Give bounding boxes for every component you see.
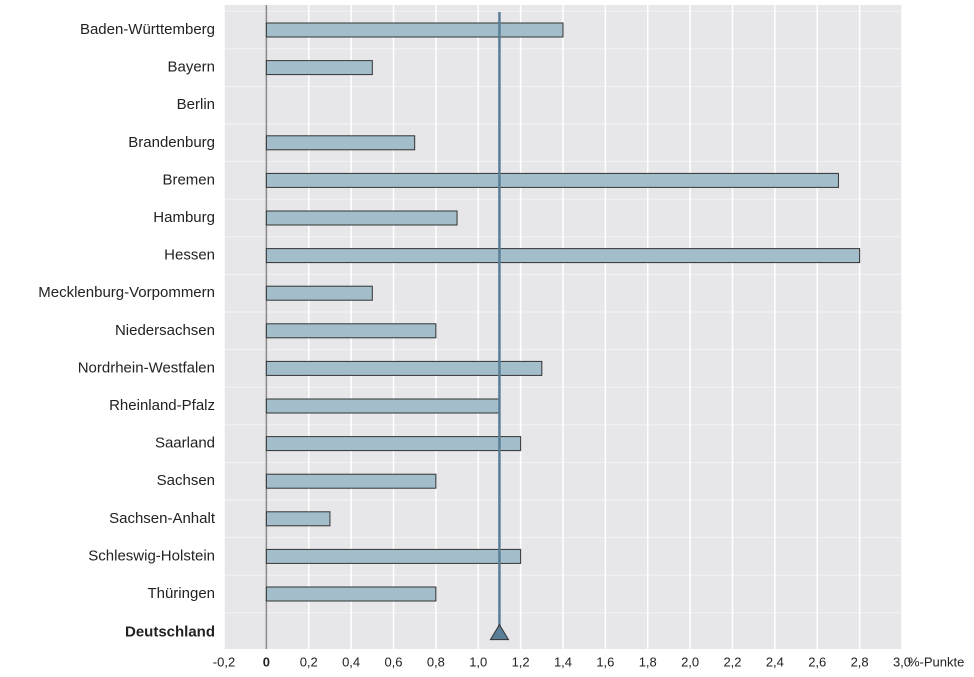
x-tick-label: 1,4 xyxy=(554,654,572,669)
bar xyxy=(265,210,458,226)
x-tick-label: 0,2 xyxy=(300,654,318,669)
y-tick-label: Nordrhein-Westfalen xyxy=(78,359,215,376)
x-tick-label: 2,6 xyxy=(808,654,826,669)
y-tick-label: Hessen xyxy=(164,247,215,264)
x-tick-label: 1,2 xyxy=(512,654,530,669)
x-tick-label: 1,8 xyxy=(639,654,657,669)
y-tick-label: Saarland xyxy=(155,435,215,452)
y-tick-label: Thüringen xyxy=(147,585,215,602)
y-tick-label: Bayern xyxy=(167,59,215,76)
bar xyxy=(265,248,861,264)
x-axis-label: %-Punkte xyxy=(908,654,964,669)
reference-label: Deutschland xyxy=(125,624,215,641)
reference-marker xyxy=(489,623,510,641)
x-tick-label: 0,6 xyxy=(384,654,402,669)
y-tick-label: Bremen xyxy=(162,171,215,188)
x-tick-label: 0 xyxy=(263,654,270,669)
x-tick-label: 0,8 xyxy=(427,654,445,669)
y-tick-label: Schleswig-Holstein xyxy=(88,547,215,564)
y-tick-label: Sachsen-Anhalt xyxy=(109,510,216,527)
bar xyxy=(265,398,500,414)
y-tick-label: Baden-Württemberg xyxy=(80,21,215,38)
x-tick-label: 2,0 xyxy=(681,654,699,669)
y-tick-label: Hamburg xyxy=(153,209,215,226)
x-tick-label: 2,2 xyxy=(723,654,741,669)
bar xyxy=(265,285,373,301)
x-tick-label: -0,2 xyxy=(213,654,235,669)
y-tick-label: Niedersachsen xyxy=(115,322,215,339)
x-tick-label: 2,4 xyxy=(766,654,784,669)
x-tick-label: 3,0 xyxy=(893,654,911,669)
bar xyxy=(265,586,437,602)
bar xyxy=(265,436,522,452)
bar xyxy=(265,511,331,527)
x-tick-label: 1,6 xyxy=(596,654,614,669)
bar xyxy=(265,135,416,151)
y-tick-label: Berlin xyxy=(177,96,215,113)
bar xyxy=(265,548,522,564)
x-tick-label: 2,8 xyxy=(851,654,869,669)
bar xyxy=(265,473,437,489)
bar xyxy=(265,323,437,339)
bar xyxy=(265,22,564,38)
x-tick-label: 1,0 xyxy=(469,654,487,669)
bar xyxy=(265,172,839,188)
y-tick-label: Brandenburg xyxy=(128,134,215,151)
y-tick-label: Mecklenburg-Vorpommern xyxy=(38,284,215,301)
y-tick-label: Sachsen xyxy=(157,472,215,489)
y-tick-label: Rheinland-Pfalz xyxy=(109,397,215,414)
bar xyxy=(265,360,543,376)
x-tick-label: 0,4 xyxy=(342,654,360,669)
bar xyxy=(265,60,373,76)
